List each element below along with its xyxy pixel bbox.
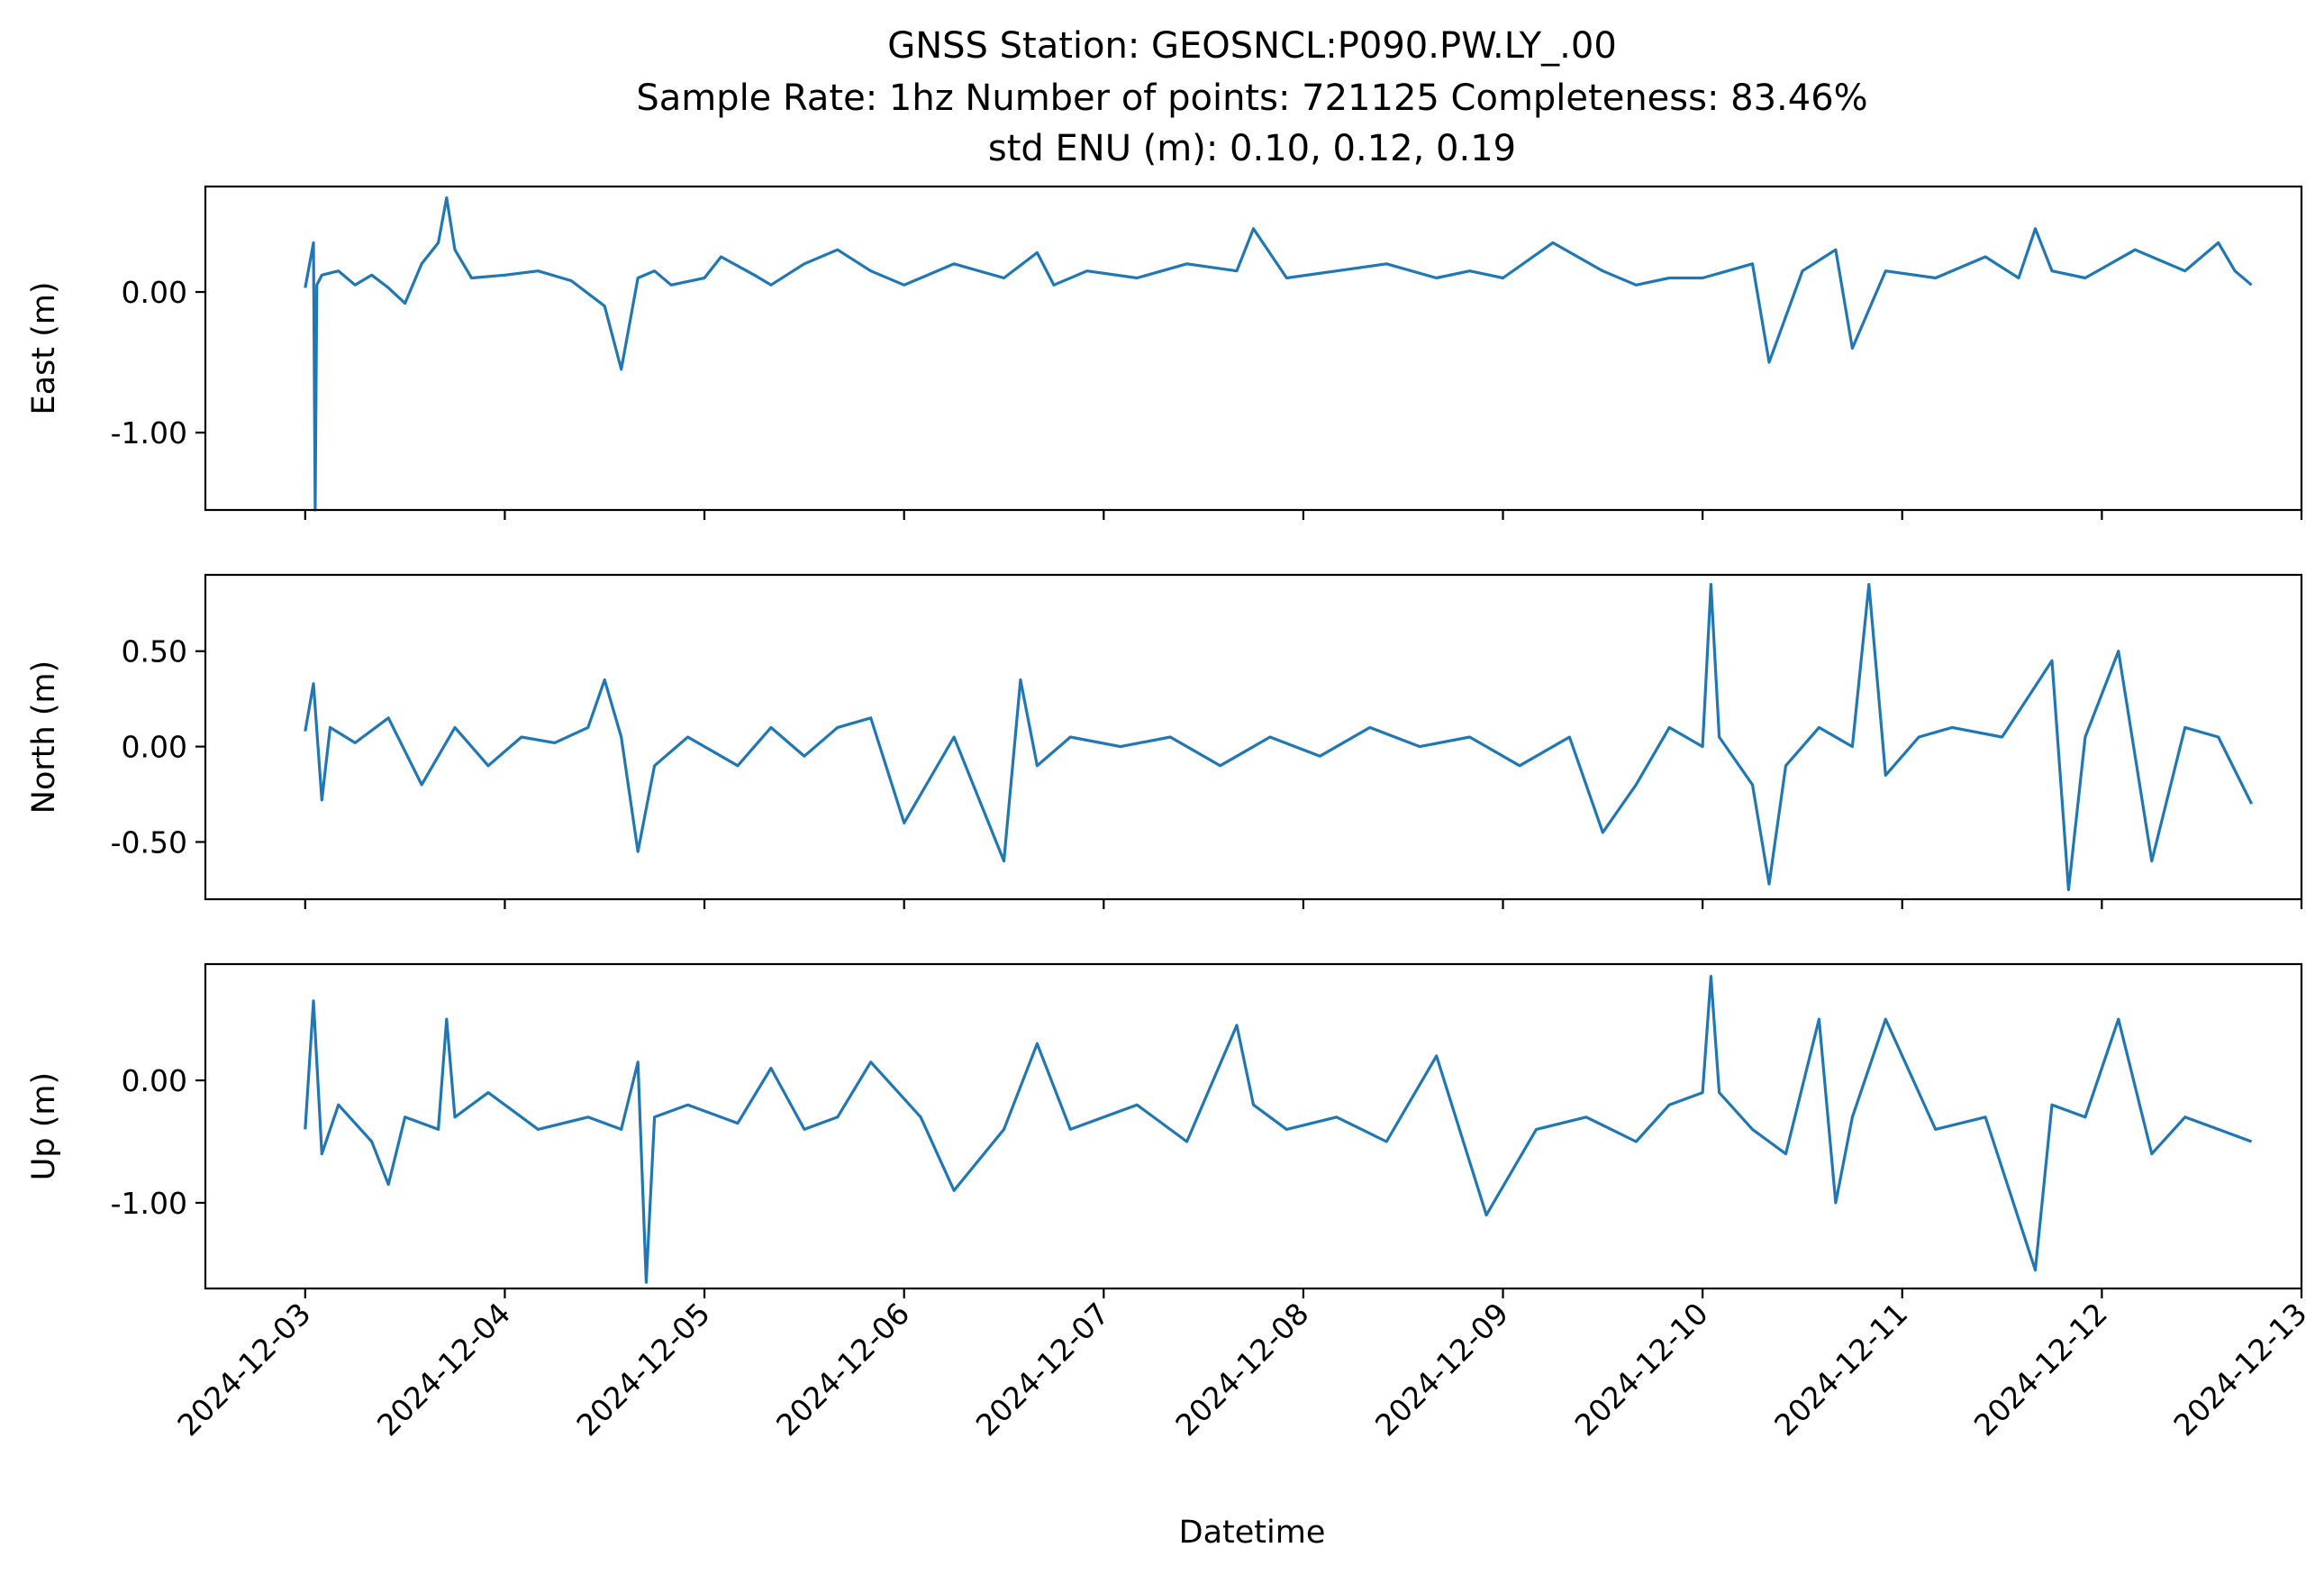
x-tick-label-5: 2024-12-07 <box>969 1296 1116 1443</box>
x-tick-label-3: 2024-12-05 <box>570 1296 717 1443</box>
axes-frame-3 <box>204 962 2303 1290</box>
axes-frame-1 <box>204 185 2303 512</box>
x-tick-label-4: 2024-12-06 <box>769 1296 916 1443</box>
y-tick-label-2-3: -0.50 <box>111 824 187 860</box>
title-line-2: Sample Rate: 1hz Number of points: 72112… <box>636 77 1867 119</box>
y-axis-label-3: Up (m) <box>26 1072 62 1180</box>
y-tick-label-3-1: 0.00 <box>122 1063 187 1098</box>
y-axis-label-2: North (m) <box>26 660 62 814</box>
x-tick-label-9: 2024-12-11 <box>1767 1296 1914 1443</box>
x-tick-label-11: 2024-12-13 <box>2166 1296 2313 1443</box>
title-line-1: GNSS Station: GEOSNCL:P090.PW.LY_.00 <box>887 25 1617 67</box>
y-tick-label-1-1: 0.00 <box>122 275 187 310</box>
y-tick-label-2-2: 0.00 <box>122 730 187 765</box>
x-tick-label-10: 2024-12-12 <box>1967 1296 2114 1443</box>
x-tick-label-1: 2024-12-03 <box>170 1296 317 1443</box>
series-line-2 <box>304 582 2254 892</box>
figure-title: GNSS Station: GEOSNCL:P090.PW.LY_.00 Sam… <box>636 25 1867 169</box>
panel-1: 0.00 -1.00 East (m) <box>26 185 2303 520</box>
x-axis-label: Datetime <box>1179 1515 1326 1551</box>
panel-2: 0.50 0.00 -0.50 North (m) <box>26 573 2303 909</box>
y-tick-label-1-2: -1.00 <box>111 415 187 451</box>
y-tick-label-3-2: -1.00 <box>111 1186 187 1221</box>
x-tick-label-6: 2024-12-08 <box>1168 1296 1315 1443</box>
series-line-3 <box>304 974 2253 1284</box>
x-tick-label-2: 2024-12-04 <box>370 1296 517 1443</box>
axes-frame-2 <box>204 573 2303 901</box>
y-tick-label-2-1: 0.50 <box>122 634 187 669</box>
y-axis-label-1: East (m) <box>26 281 62 414</box>
panel-3: 0.00 -1.00 Up (m) <box>26 962 2303 1298</box>
x-tick-label-8: 2024-12-10 <box>1568 1296 1715 1443</box>
x-tick-label-7: 2024-12-09 <box>1368 1296 1515 1443</box>
x-tick-labels: 2024-12-03 2024-12-04 2024-12-05 2024-12-06… <box>170 1296 2313 1443</box>
title-line-3: std ENU (m): 0.10, 0.12, 0.19 <box>988 128 1516 169</box>
series-line-1 <box>304 196 2253 512</box>
